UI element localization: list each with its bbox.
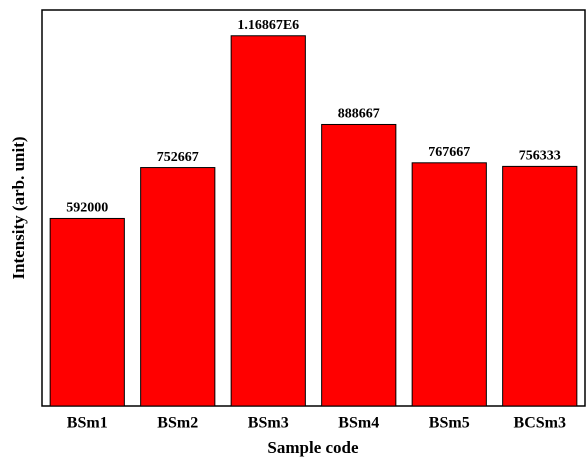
data-label: 888667 [338, 107, 380, 122]
data-label: 592000 [66, 201, 108, 216]
x-tick-label: BSm2 [157, 415, 198, 432]
bar [140, 167, 216, 407]
x-tick-label: BSm4 [338, 415, 379, 432]
x-tick-label: BSm1 [67, 415, 108, 432]
plot-frame [41, 9, 586, 407]
x-axis-label: Sample code [267, 438, 359, 457]
bar [411, 162, 487, 407]
bar [502, 165, 578, 407]
data-label: 752667 [157, 150, 199, 165]
data-label: 1.16867E6 [237, 18, 299, 33]
x-tick-label: BSm5 [429, 415, 470, 432]
x-tick-label: BCSm3 [514, 415, 566, 432]
data-label: 767667 [428, 145, 470, 160]
bar [230, 35, 306, 407]
data-label: 756333 [519, 149, 561, 164]
bar [49, 217, 125, 407]
x-tick-label: BSm3 [248, 415, 289, 432]
y-axis-label: Intensity (arb. unit) [9, 136, 28, 279]
bar [321, 123, 397, 407]
